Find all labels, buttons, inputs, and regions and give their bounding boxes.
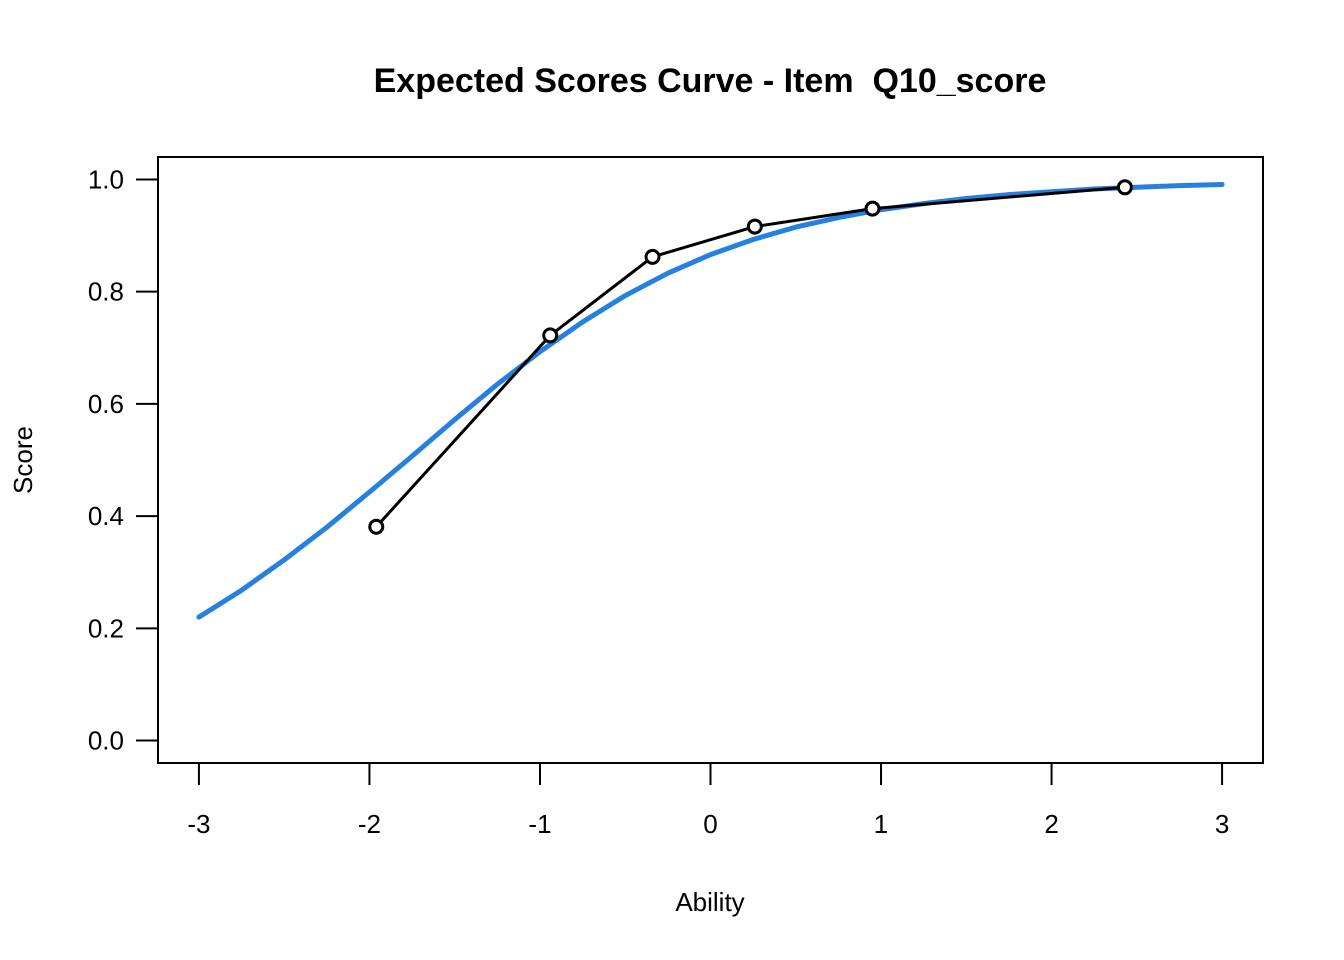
series-layer (196, 179, 1225, 620)
y-tick-label: 0.6 (88, 389, 124, 419)
y-tick-label: 1.0 (88, 164, 124, 194)
x-tick-label: -3 (187, 809, 210, 839)
x-tick-label: 3 (1215, 809, 1229, 839)
observed-score-point (1116, 179, 1133, 196)
x-tick-label: 1 (874, 809, 888, 839)
observed-score-line (375, 185, 1126, 528)
y-axis: 0.0 0.2 0.4 0.6 0.8 1.0 (88, 164, 159, 756)
observed-score-point (542, 327, 559, 344)
observed-score-point (746, 218, 763, 235)
plot-frame (157, 156, 1264, 764)
observed-score-point (644, 248, 661, 265)
chart-title: Expected Scores Curve - Item Q10_score (374, 62, 1047, 100)
x-tick-label: -1 (528, 809, 551, 839)
observed-score-point (368, 518, 385, 535)
y-tick-label: 0.4 (88, 501, 124, 531)
y-axis-label: Score (8, 426, 38, 494)
x-axis-label: Ability (675, 887, 744, 917)
x-tick-label: 0 (703, 809, 717, 839)
y-tick-label: 0.8 (88, 277, 124, 307)
y-tick-label: 0.0 (88, 726, 124, 756)
y-tick-label: 0.2 (88, 613, 124, 643)
expected-score-curve (196, 182, 1225, 620)
observed-score-point (864, 200, 881, 217)
x-tick-label: 2 (1044, 809, 1058, 839)
x-tick-label: -2 (358, 809, 381, 839)
x-axis: -3 -2 -1 0 1 2 3 (187, 762, 1229, 839)
